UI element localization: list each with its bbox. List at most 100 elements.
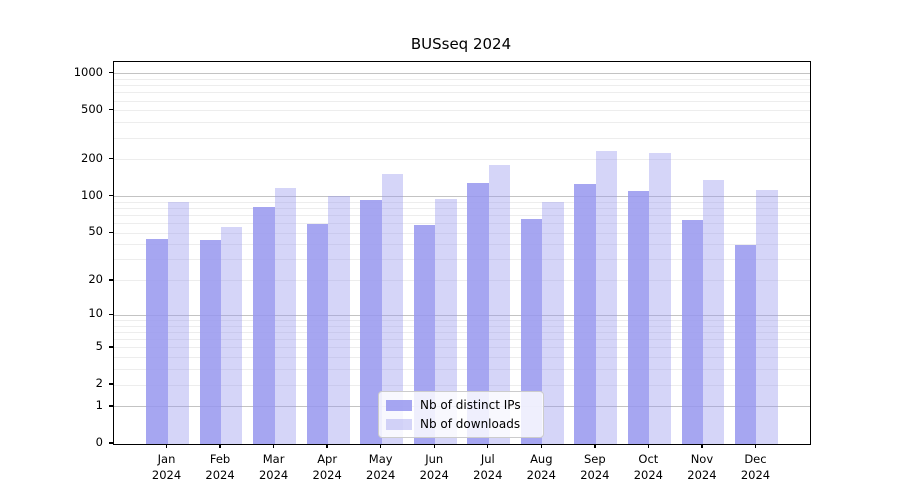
gridline-minor (114, 259, 810, 261)
bar-distinct-ips (627, 191, 650, 444)
bar-distinct-ips (146, 238, 168, 444)
x-tick-mark (326, 444, 328, 448)
bar-distinct-ips (306, 223, 329, 444)
bar-downloads (756, 190, 778, 444)
gridline-minor (114, 100, 810, 102)
y-tick-label: 1000 (73, 64, 103, 79)
y-tick-label: 5 (95, 338, 103, 353)
x-tick-label: Oct 2024 (633, 452, 664, 482)
x-tick-label: May 2024 (366, 452, 396, 482)
x-tick-mark (647, 444, 650, 448)
legend-swatch-distinct-ips-icon (386, 399, 412, 411)
x-tick-label: Jan 2024 (151, 452, 182, 482)
bar-downloads (328, 195, 350, 444)
bar-downloads (702, 179, 725, 444)
bar-downloads (649, 152, 671, 444)
y-tick-label: 0 (95, 435, 103, 449)
legend: Nb of distinct IPs Nb of downloads (378, 391, 544, 438)
bar-distinct-ips (413, 225, 436, 444)
gridline-minor (114, 369, 810, 371)
x-tick-label: Sep 2024 (580, 452, 610, 482)
y-tick-mark (109, 109, 113, 111)
y-tick-label: 10 (88, 306, 103, 321)
gridline-minor (114, 110, 810, 112)
y-tick-mark (109, 346, 113, 348)
gridline-minor (114, 122, 810, 124)
gridline-minor (114, 215, 810, 217)
gridline-minor (114, 320, 810, 322)
gridline-minor (114, 325, 810, 327)
y-tick-mark (109, 279, 113, 281)
bar-downloads (381, 173, 404, 444)
y-tick-label: 500 (81, 101, 103, 116)
y-tick-mark (109, 158, 113, 160)
gridline-minor (114, 137, 810, 139)
gridline-minor (114, 357, 810, 359)
x-tick-label: Jul 2024 (473, 452, 503, 482)
gridline-minor (114, 280, 810, 282)
bar-distinct-ips (735, 244, 757, 444)
x-tick-mark (219, 444, 221, 448)
bar-downloads (488, 165, 511, 444)
gridline-minor (114, 85, 810, 87)
y-tick-mark (109, 194, 113, 197)
y-tick-label: 200 (81, 150, 103, 165)
bar-downloads (435, 199, 457, 444)
gridline-minor (114, 384, 810, 386)
gridline-minor (114, 92, 810, 94)
x-tick-mark (540, 444, 542, 448)
legend-label-downloads: Nb of downloads (420, 417, 521, 431)
bar-downloads (221, 227, 243, 444)
x-tick-label: Jun 2024 (419, 452, 449, 482)
gridline-minor (114, 78, 810, 80)
bar-distinct-ips (574, 183, 596, 444)
gridline-major (114, 196, 810, 198)
legend-label-distinct-ips: Nb of distinct IPs (420, 398, 521, 412)
gridline-minor (114, 347, 810, 349)
bar-downloads (595, 151, 618, 444)
x-tick-mark (754, 444, 757, 448)
y-tick-mark (109, 405, 113, 407)
x-tick-label: Mar 2024 (258, 452, 289, 482)
gridline-major (114, 314, 810, 316)
chart-title: BUSseq 2024 (410, 35, 512, 53)
y-tick-mark (109, 442, 113, 444)
legend-item-distinct-ips: Nb of distinct IPs (386, 398, 535, 412)
y-tick-mark (109, 383, 113, 385)
y-tick-mark (109, 231, 113, 233)
x-tick-label: Dec 2024 (740, 452, 771, 482)
x-tick-mark (701, 444, 703, 448)
x-tick-mark (594, 444, 596, 448)
y-tick-label: 50 (88, 224, 103, 239)
x-tick-mark (487, 444, 489, 448)
gridline-minor (114, 159, 810, 161)
y-tick-mark (109, 313, 113, 316)
bar-downloads (542, 202, 564, 444)
x-tick-label: Apr 2024 (312, 452, 342, 482)
y-tick-label: 100 (81, 187, 103, 202)
bar-downloads (167, 202, 189, 444)
gridline-minor (114, 332, 810, 334)
bar-distinct-ips (253, 206, 275, 444)
gridline-minor (114, 223, 810, 225)
y-tick-label: 20 (88, 271, 103, 286)
gridline-minor (114, 207, 810, 209)
bar-distinct-ips (360, 199, 382, 444)
y-tick-mark (109, 72, 113, 74)
legend-swatch-downloads-icon (386, 418, 412, 430)
y-tick-label: 1 (95, 397, 103, 412)
y-tick-label: 2 (95, 376, 103, 391)
legend-item-downloads: Nb of downloads (386, 417, 535, 431)
bar-distinct-ips (520, 218, 543, 444)
gridline-minor (114, 244, 810, 246)
bar-distinct-ips (199, 239, 222, 444)
plot-area (113, 61, 811, 445)
gridline-minor (114, 339, 810, 341)
x-tick-label: Feb 2024 (205, 452, 235, 482)
gridline-major (114, 73, 810, 75)
x-tick-label: Nov 2024 (687, 452, 717, 482)
x-tick-mark (379, 444, 382, 448)
gridline-minor (114, 201, 810, 203)
x-tick-label: Aug 2024 (526, 452, 556, 482)
